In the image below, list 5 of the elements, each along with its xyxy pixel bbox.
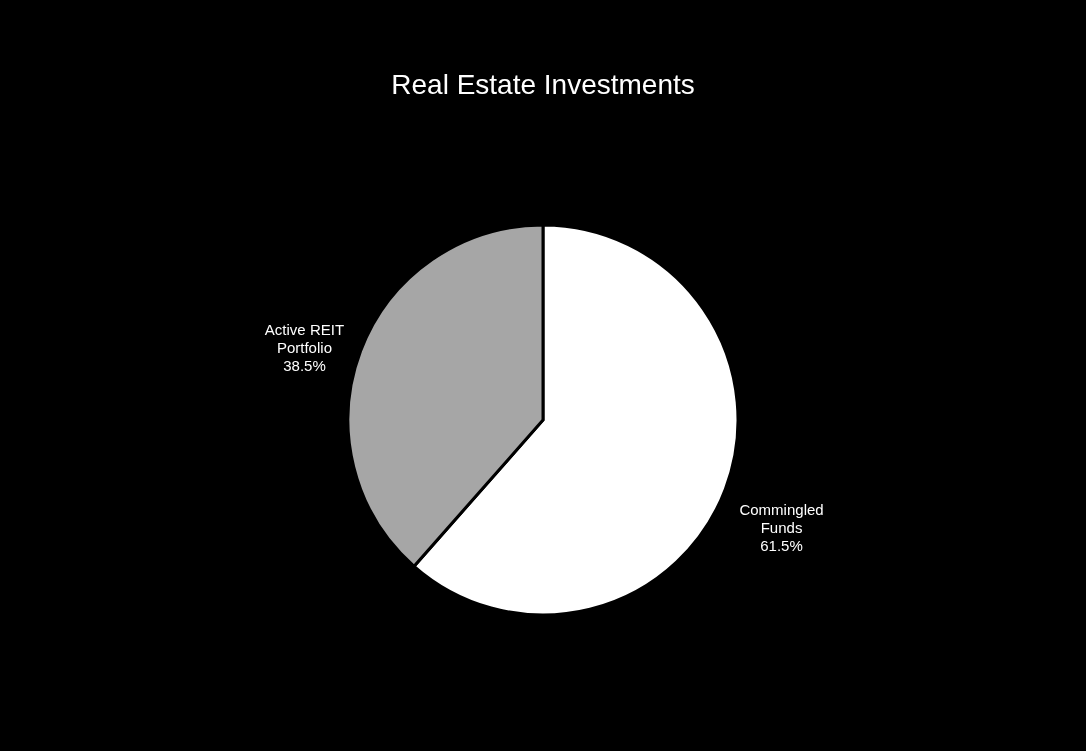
chart-title: Real Estate Investments	[391, 69, 695, 100]
data-label: 38.5%	[283, 356, 326, 374]
slice-label: Commingled Funds	[739, 501, 824, 537]
slice-label: Active REIT Portfolio	[264, 320, 345, 356]
data-label: 61.5%	[760, 537, 803, 555]
